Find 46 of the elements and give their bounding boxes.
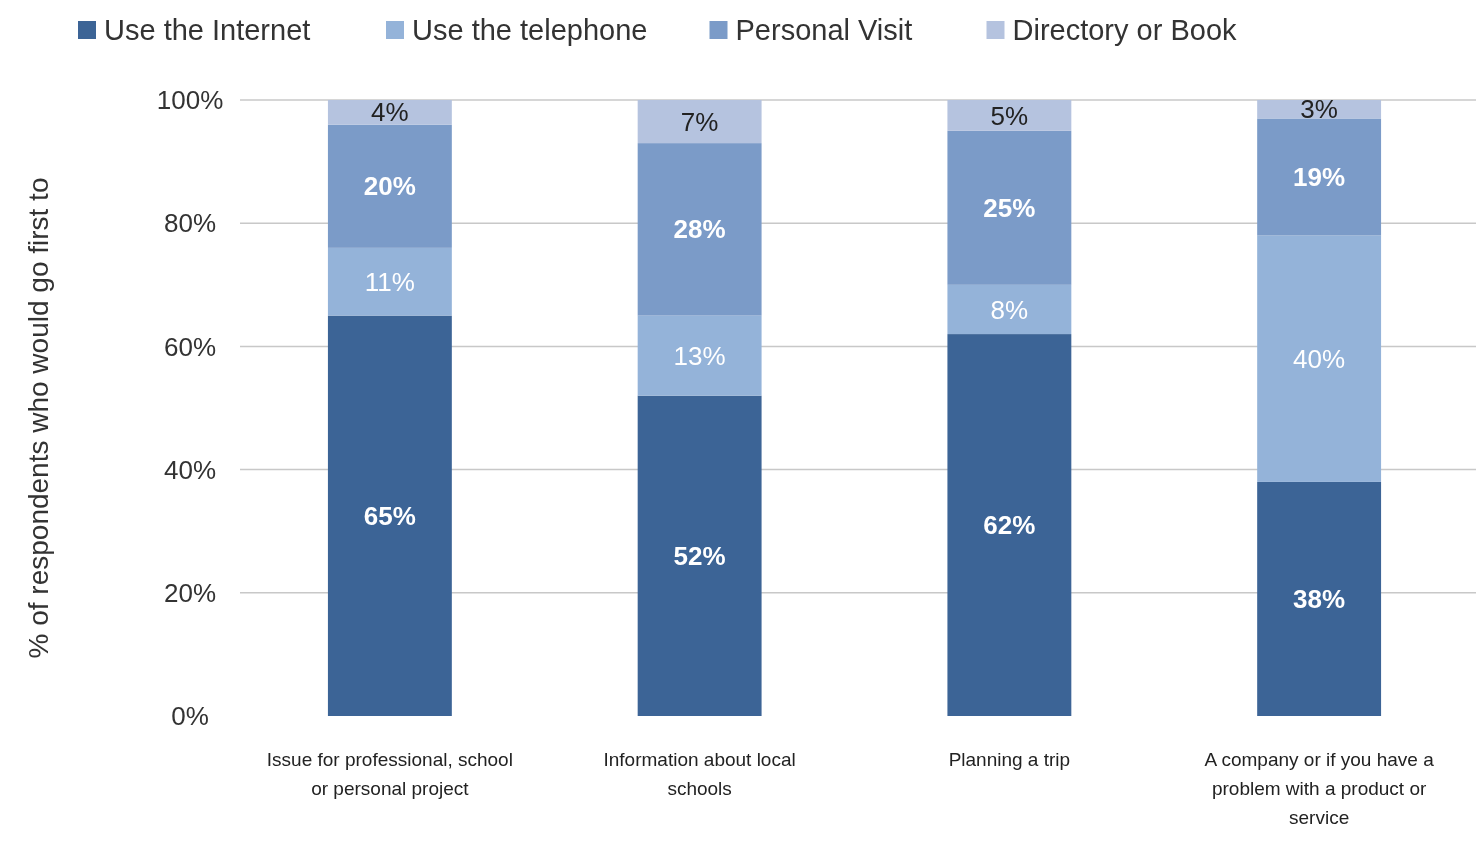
data-label: 28%: [673, 214, 726, 245]
bar: [327, 124, 452, 248]
bar: [1257, 235, 1382, 482]
x-tick-label: A company or if you have a problem with a product or service: [1204, 749, 1435, 828]
data-label: 40%: [1293, 343, 1346, 374]
y-axis-title: % of respondents who would go first to: [23, 177, 54, 659]
y-tick-label: 60%: [163, 331, 217, 362]
legend-label: Directory or Book: [1012, 14, 1238, 47]
y-tick-label: 40%: [163, 454, 217, 485]
bar: [637, 143, 762, 316]
data-label: 11%: [364, 266, 415, 297]
bar: [1257, 481, 1382, 716]
y-tick-label: 20%: [163, 577, 217, 608]
bar: [947, 100, 1072, 131]
x-tick-label: Information about local schools: [603, 749, 796, 799]
bar: [637, 315, 762, 396]
bar: [327, 315, 452, 716]
data-label: 19%: [1293, 162, 1346, 193]
data-label: 7%: [680, 106, 719, 137]
legend-label: Use the telephone: [412, 14, 648, 47]
data-label: 4%: [371, 97, 409, 128]
data-label: 5%: [990, 100, 1029, 131]
data-label: 13%: [673, 340, 726, 371]
bar: [947, 130, 1072, 285]
data-label: 65%: [363, 500, 416, 531]
legend-label: Personal Visit: [735, 14, 913, 47]
data-label: 8%: [990, 294, 1029, 325]
bar: [947, 334, 1072, 716]
bar: [327, 247, 452, 316]
y-tick-label: 80%: [163, 208, 217, 239]
bar: [637, 395, 762, 716]
x-tick-label: Planning a trip: [948, 749, 1071, 770]
data-label: 20%: [363, 171, 416, 202]
data-label: 3%: [1300, 94, 1338, 125]
legend-label: Use the Internet: [104, 14, 311, 47]
data-label: 38%: [1293, 584, 1346, 615]
y-tick-label: 0%: [171, 701, 209, 732]
data-label: 62%: [983, 510, 1036, 541]
bar: [637, 100, 762, 144]
x-tick-label: Issue for professional, school or personal project: [266, 749, 513, 799]
bar: [947, 284, 1072, 335]
y-tick-label: 100%: [156, 85, 224, 116]
bar: [1257, 118, 1382, 236]
data-label: 52%: [673, 540, 726, 571]
data-label: 25%: [983, 192, 1036, 223]
bar: [327, 100, 452, 125]
